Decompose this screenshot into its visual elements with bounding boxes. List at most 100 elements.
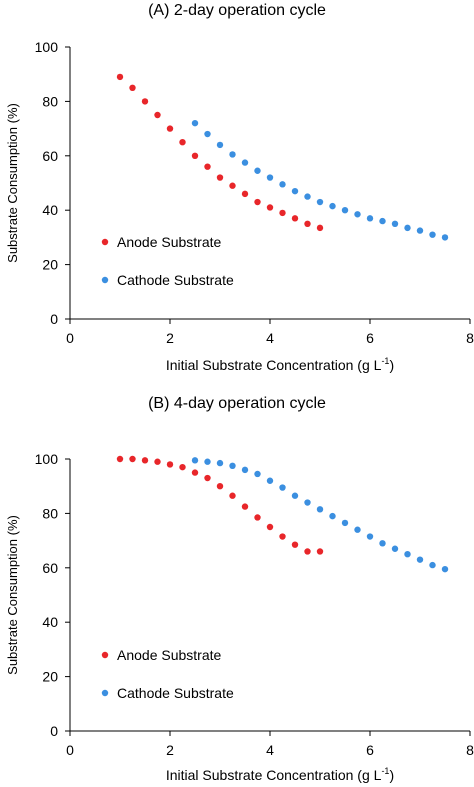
data-point: [404, 551, 411, 558]
y-axis-label: Substrate Consumption (%): [5, 103, 20, 263]
data-point: [341, 519, 349, 527]
data-point: [279, 181, 286, 188]
y-tick-label: 60: [42, 560, 58, 576]
data-point: [191, 457, 199, 464]
chart-a-plot: 0 20 40 60 80 100 0 2 4 6 8 Substrate Consumption (…: [5, 39, 474, 373]
x-tick-label: 2: [166, 330, 174, 346]
data-point: [216, 483, 224, 490]
data-point: [116, 455, 124, 463]
data-point: [316, 548, 324, 555]
y-tick-label: 80: [42, 93, 58, 109]
data-point: [316, 198, 324, 206]
data-point: [429, 561, 436, 569]
data-point: [266, 204, 274, 211]
series-anode: [116, 455, 324, 555]
data-point: [229, 492, 236, 499]
x-tick-label: 4: [266, 330, 274, 346]
data-point: [254, 470, 261, 478]
data-point: [266, 174, 274, 181]
x-tick-label: 6: [366, 742, 374, 758]
chart-title: (B) 4-day operation cycle: [148, 395, 326, 412]
data-point: [141, 98, 149, 105]
data-point: [229, 182, 236, 189]
data-point: [391, 220, 399, 227]
y-tick-label: 60: [42, 148, 58, 164]
x-axis-label-main: Initial Substrate Concentration (g L: [166, 357, 382, 373]
legend-label: Anode Substrate: [117, 234, 222, 250]
data-point: [129, 84, 136, 92]
data-point: [154, 111, 161, 119]
data-point: [354, 211, 361, 218]
data-point: [304, 548, 311, 555]
data-point: [291, 187, 299, 195]
chart-title: (A) 2-day operation cycle: [148, 2, 326, 19]
legend-marker: [101, 238, 109, 246]
x-axis-label-end: ): [389, 767, 394, 783]
data-point: [366, 533, 374, 540]
data-point: [229, 151, 236, 158]
data-point: [429, 231, 436, 238]
chart-b-plot: 0 20 40 60 80 100 0 2 4 6 8 Substrate Consumption (…: [5, 451, 474, 783]
data-point: [379, 540, 386, 547]
data-point: [304, 220, 311, 227]
x-tick-label: 6: [366, 330, 374, 346]
data-point: [266, 477, 274, 484]
series-anode: [116, 73, 324, 232]
data-point: [291, 541, 299, 548]
chart-panel-a: (A) 2-day operation cycle 0 20 40 60 80 100 0 2…: [0, 0, 474, 393]
data-point: [404, 224, 411, 232]
data-point: [166, 125, 174, 132]
data-point: [229, 462, 236, 469]
data-point: [279, 209, 286, 217]
legend-label: Anode Substrate: [117, 647, 222, 663]
data-point: [316, 506, 324, 513]
y-tick-label: 100: [35, 39, 59, 55]
data-point: [341, 207, 349, 214]
data-point: [441, 565, 449, 573]
data-point: [254, 198, 261, 206]
y-tick-label: 40: [42, 202, 58, 218]
legend-label: Cathode Substrate: [117, 272, 234, 288]
legend-marker: [101, 651, 109, 659]
chart-panel-b: (B) 4-day operation cycle 0 20 40 60 80 100 0 2…: [0, 393, 474, 787]
x-tick-label: 8: [466, 330, 474, 346]
data-point: [441, 234, 449, 241]
data-point: [241, 190, 249, 198]
x-axis-label-superscript: -1: [381, 356, 389, 366]
data-point: [416, 556, 424, 563]
data-point: [141, 457, 149, 464]
data-point: [216, 459, 224, 467]
data-point: [116, 73, 124, 81]
legend-label: Cathode Substrate: [117, 685, 234, 701]
data-point: [179, 139, 186, 146]
data-point: [154, 458, 161, 465]
legend-marker: [101, 689, 109, 697]
data-point: [204, 458, 211, 465]
data-point: [366, 215, 374, 222]
series-cathode: [191, 119, 449, 241]
data-point: [216, 141, 224, 149]
y-axis-label: Substrate Consumption (%): [5, 515, 20, 675]
y-tick-label: 100: [35, 451, 59, 467]
x-tick-label: 0: [66, 742, 74, 758]
y-tick-label: 0: [50, 723, 58, 739]
data-point: [191, 152, 199, 159]
data-point: [216, 174, 224, 181]
data-point: [179, 463, 186, 471]
x-axis-label-main: Initial Substrate Concentration (g L: [166, 767, 382, 783]
data-point: [241, 159, 249, 166]
x-axis-label-superscript: -1: [381, 766, 389, 776]
data-point: [391, 545, 399, 552]
data-point: [329, 512, 336, 520]
data-point: [254, 167, 261, 174]
data-point: [416, 227, 424, 234]
y-tick-label: 0: [50, 311, 58, 327]
data-point: [191, 469, 199, 476]
data-point: [304, 499, 311, 506]
data-point: [166, 461, 174, 468]
x-tick-label: 4: [266, 742, 274, 758]
data-point: [304, 193, 311, 200]
data-point: [241, 503, 249, 510]
data-point: [204, 163, 211, 170]
data-point: [254, 514, 261, 521]
